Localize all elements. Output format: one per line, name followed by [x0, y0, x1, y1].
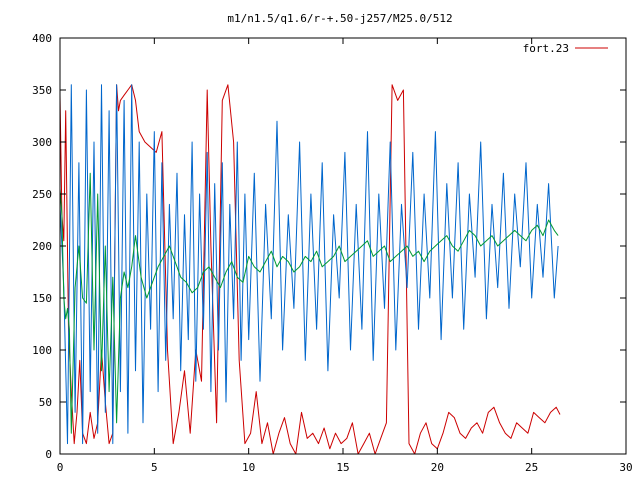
x-tick-label: 5: [151, 461, 158, 474]
x-tick-label: 30: [619, 461, 632, 474]
x-tick-label: 0: [57, 461, 64, 474]
y-tick-label: 350: [32, 84, 52, 97]
x-tick-label: 25: [525, 461, 538, 474]
series-line-fort-23: [60, 84, 561, 454]
series-layer: [60, 84, 561, 454]
y-tick-label: 0: [45, 448, 52, 461]
series-line-green: [60, 172, 559, 434]
y-tick-label: 250: [32, 188, 52, 201]
legend-label-fort-23: fort.23: [523, 42, 569, 55]
y-tick-label: 200: [32, 240, 52, 253]
y-tick-label: 50: [39, 396, 52, 409]
y-tick-label: 300: [32, 136, 52, 149]
x-tick-label: 20: [431, 461, 444, 474]
y-tick-label: 150: [32, 292, 52, 305]
legend: fort.23: [523, 42, 608, 55]
chart-title: m1/n1.5/q1.6/r-+.50-j257/M25.0/512: [227, 12, 452, 25]
y-tick-label: 100: [32, 344, 52, 357]
y-tick-label: 400: [32, 32, 52, 45]
x-tick-label: 10: [242, 461, 255, 474]
x-tick-label: 15: [336, 461, 349, 474]
